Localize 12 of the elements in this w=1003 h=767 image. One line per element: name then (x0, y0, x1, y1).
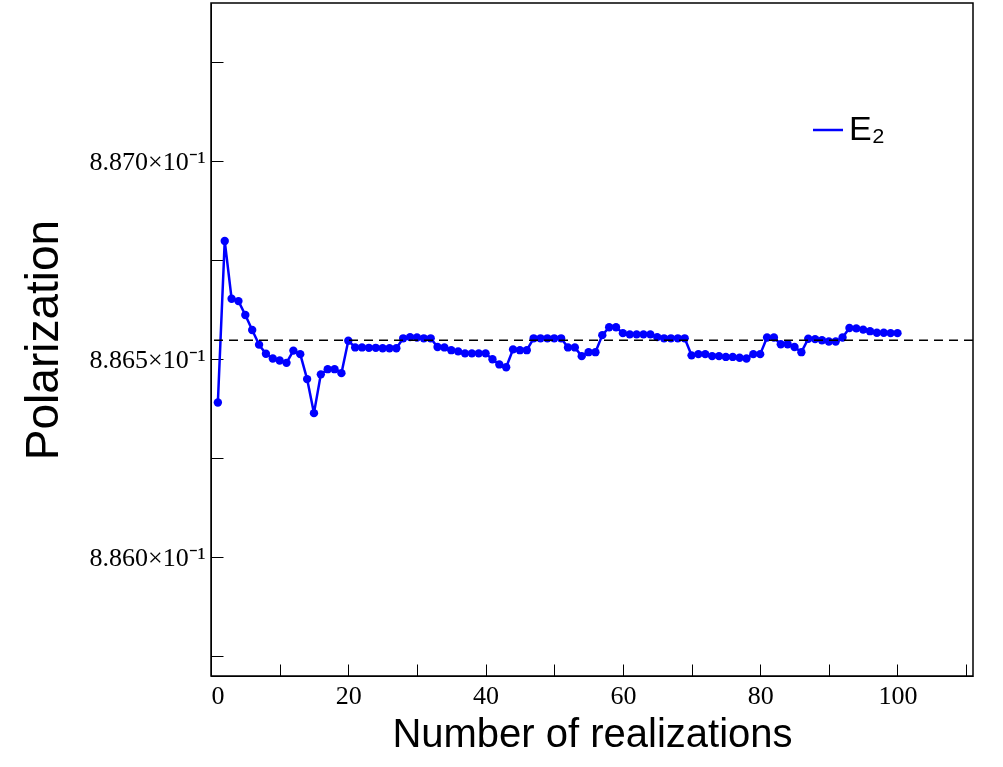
x-tick-label: 60 (610, 680, 637, 710)
y-tick-label: 8.870×10⁻¹ (89, 146, 206, 176)
y-tick-label: 8.860×10⁻¹ (89, 542, 206, 572)
x-tick-label: 20 (335, 680, 362, 710)
y-tick-label: 8.865×10⁻¹ (89, 344, 206, 374)
legend-label: E₂ (849, 109, 885, 147)
x-axis-title: Number of realizations (392, 710, 793, 755)
x-tick-label: 100 (878, 680, 918, 710)
x-tick-label: 80 (747, 680, 774, 710)
y-axis-title: Polarization (15, 219, 68, 461)
x-tick-label: 0 (211, 680, 225, 710)
x-tick-label: 40 (473, 680, 500, 710)
